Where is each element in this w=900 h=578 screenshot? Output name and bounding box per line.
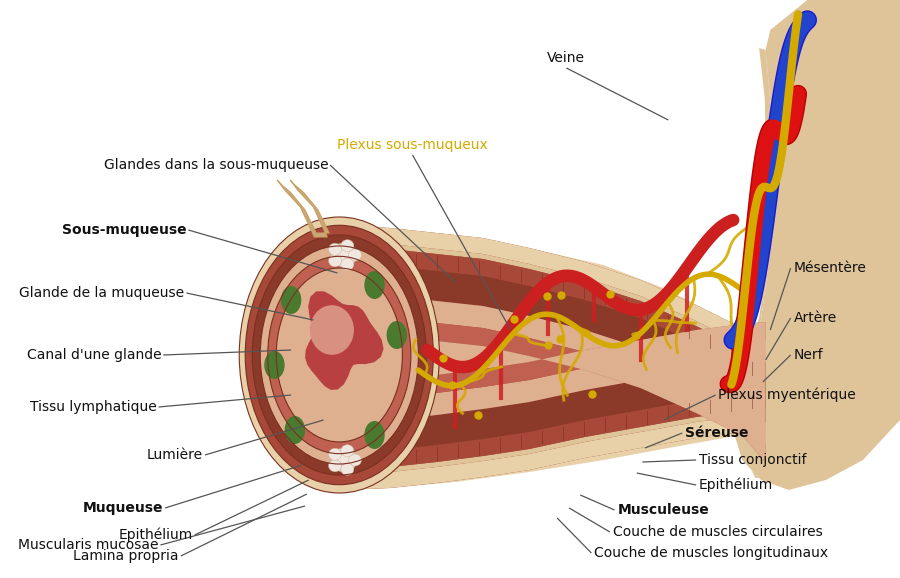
- Ellipse shape: [341, 240, 354, 251]
- Polygon shape: [339, 225, 766, 490]
- Polygon shape: [339, 414, 766, 490]
- Ellipse shape: [328, 460, 341, 472]
- Polygon shape: [734, 0, 900, 490]
- Ellipse shape: [341, 444, 354, 457]
- Text: Couche de muscles circulaires: Couche de muscles circulaires: [613, 525, 823, 539]
- Ellipse shape: [328, 449, 341, 460]
- Text: Veine: Veine: [547, 51, 585, 65]
- Ellipse shape: [341, 258, 354, 271]
- Text: Sous-muqueuse: Sous-muqueuse: [62, 223, 186, 237]
- Ellipse shape: [268, 256, 411, 454]
- Polygon shape: [339, 225, 766, 371]
- Text: Plexus myentérique: Plexus myentérique: [718, 388, 856, 402]
- Text: Séreuse: Séreuse: [685, 426, 749, 440]
- Ellipse shape: [252, 235, 427, 475]
- Ellipse shape: [348, 454, 362, 466]
- Text: Artère: Artère: [794, 311, 837, 325]
- Text: Lamina propria: Lamina propria: [74, 549, 179, 563]
- Polygon shape: [339, 246, 766, 393]
- Polygon shape: [277, 180, 329, 237]
- Polygon shape: [339, 293, 766, 445]
- Ellipse shape: [284, 416, 305, 444]
- Polygon shape: [339, 392, 766, 469]
- Text: Mésentère: Mésentère: [794, 261, 867, 275]
- Text: Muscularis mucosae: Muscularis mucosae: [18, 538, 158, 552]
- Ellipse shape: [331, 243, 357, 267]
- Ellipse shape: [245, 225, 434, 485]
- Polygon shape: [305, 291, 383, 390]
- Polygon shape: [339, 241, 766, 376]
- Ellipse shape: [348, 249, 362, 261]
- Ellipse shape: [310, 305, 354, 355]
- Ellipse shape: [341, 464, 354, 475]
- Ellipse shape: [276, 268, 402, 442]
- Text: Nerf: Nerf: [794, 348, 823, 362]
- Ellipse shape: [364, 271, 384, 299]
- Ellipse shape: [239, 217, 439, 493]
- Text: Couche de muscles longitudinaux: Couche de muscles longitudinaux: [594, 546, 828, 560]
- Text: Plexus sous-muqueux: Plexus sous-muqueux: [338, 138, 488, 152]
- Ellipse shape: [364, 421, 384, 449]
- Text: Epithélium: Epithélium: [699, 478, 773, 492]
- Ellipse shape: [387, 321, 407, 349]
- Polygon shape: [339, 263, 766, 423]
- Text: Tissu conjonctif: Tissu conjonctif: [699, 453, 806, 467]
- Text: Epithélium: Epithélium: [119, 528, 193, 542]
- Polygon shape: [339, 225, 766, 490]
- Polygon shape: [339, 362, 766, 452]
- Polygon shape: [339, 322, 766, 463]
- Polygon shape: [339, 315, 766, 463]
- Polygon shape: [732, 48, 772, 478]
- Ellipse shape: [328, 255, 341, 267]
- Polygon shape: [339, 322, 766, 400]
- Text: Lumière: Lumière: [147, 448, 203, 462]
- Polygon shape: [339, 409, 766, 474]
- Polygon shape: [339, 340, 766, 422]
- Text: Canal d'une glande: Canal d'une glande: [27, 348, 161, 362]
- Text: Tissu lymphatique: Tissu lymphatique: [30, 400, 157, 414]
- Ellipse shape: [281, 286, 302, 314]
- Text: Glandes dans la sous-muqueuse: Glandes dans la sous-muqueuse: [104, 158, 328, 172]
- Text: Musculeuse: Musculeuse: [617, 503, 709, 517]
- Ellipse shape: [331, 448, 357, 472]
- Ellipse shape: [265, 351, 284, 379]
- Text: Muqueuse: Muqueuse: [83, 501, 163, 515]
- Text: Glande de la muqueuse: Glande de la muqueuse: [20, 286, 184, 300]
- Ellipse shape: [260, 246, 418, 464]
- Ellipse shape: [328, 243, 341, 255]
